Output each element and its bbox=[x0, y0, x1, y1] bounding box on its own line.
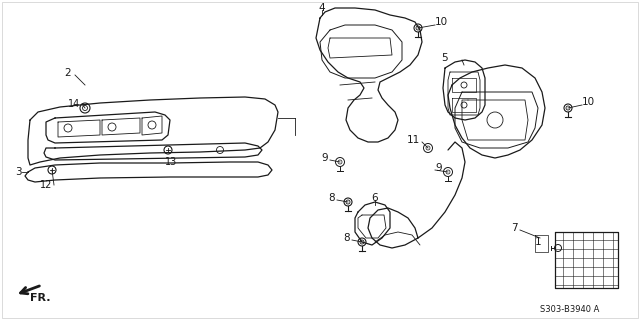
Text: 8: 8 bbox=[344, 233, 350, 243]
Text: 3: 3 bbox=[15, 167, 21, 177]
Text: 2: 2 bbox=[65, 68, 71, 78]
Text: 11: 11 bbox=[407, 135, 420, 145]
Text: 9: 9 bbox=[435, 163, 442, 173]
Text: 13: 13 bbox=[165, 157, 177, 167]
Text: S303-B3940 A: S303-B3940 A bbox=[540, 306, 600, 315]
Text: 6: 6 bbox=[372, 193, 378, 203]
Text: 7: 7 bbox=[511, 223, 518, 233]
Text: 1: 1 bbox=[535, 237, 541, 247]
Text: 9: 9 bbox=[321, 153, 328, 163]
Text: 14: 14 bbox=[68, 99, 80, 109]
Text: FR.: FR. bbox=[30, 293, 51, 303]
Text: 8: 8 bbox=[328, 193, 335, 203]
Text: 4: 4 bbox=[319, 3, 325, 13]
Text: 10: 10 bbox=[435, 17, 448, 27]
Text: 5: 5 bbox=[442, 53, 448, 63]
Text: 12: 12 bbox=[40, 180, 52, 190]
Text: 10: 10 bbox=[582, 97, 595, 107]
